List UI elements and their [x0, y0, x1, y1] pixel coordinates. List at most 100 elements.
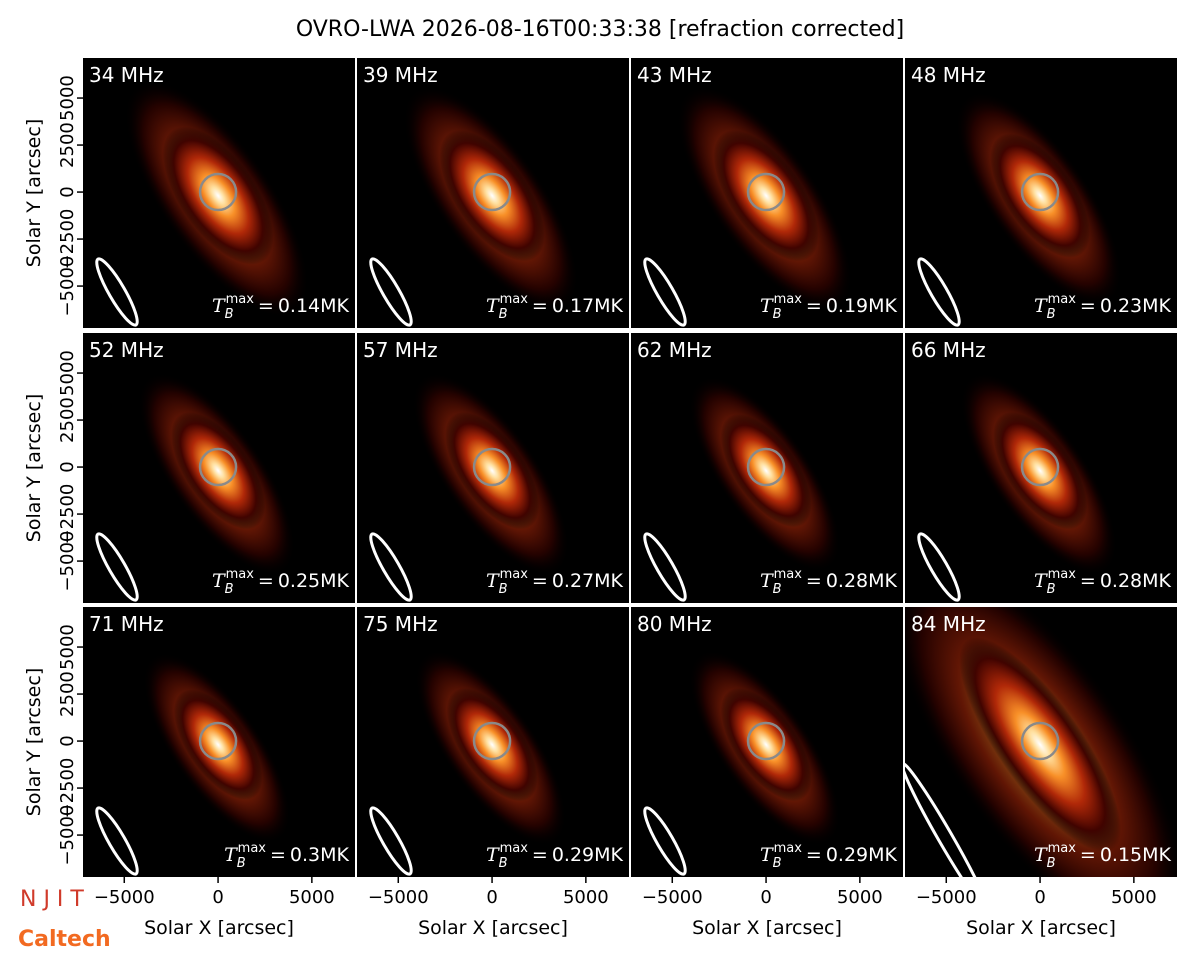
emission: [713, 130, 819, 262]
beam: [95, 806, 139, 876]
tb-label: TBmax = 0.25MK: [212, 567, 350, 597]
tb-label: TBmax = 0.28MK: [760, 567, 898, 597]
frequency-label: 84 MHz: [911, 612, 986, 636]
solar-disk: [198, 172, 238, 212]
tb-sub: B: [225, 582, 234, 597]
tb-label: TBmax = 0.15MK: [1034, 841, 1172, 871]
emission: [993, 411, 1088, 530]
tb-sup: max: [238, 841, 267, 856]
emission: [720, 414, 812, 528]
x-tick-label: 0: [1034, 887, 1045, 908]
image: [369, 372, 570, 602]
tb-sub: B: [1047, 856, 1056, 871]
tb-value: 0.28MK: [826, 570, 898, 592]
tb-eq: =: [806, 295, 822, 317]
tb-symbol: T: [760, 295, 774, 317]
tb-eq: =: [532, 570, 548, 592]
solar-disk: [746, 172, 786, 212]
tb-label: TBmax = 0.19MK: [760, 292, 898, 322]
emission: [720, 688, 812, 802]
image: [917, 91, 1122, 327]
tb-sub: B: [773, 856, 782, 871]
tb-symbol: T: [486, 295, 500, 317]
tb-label: TBmax = 0.14MK: [212, 292, 350, 322]
tb-sup: max: [774, 567, 803, 582]
solar-disk: [1020, 447, 1060, 487]
tb-value: 0.25MK: [278, 570, 350, 592]
x-tick-label: −5000: [368, 887, 429, 908]
y-tick-label: 5000: [57, 350, 78, 396]
y-tick-label: −2500: [57, 209, 78, 270]
beam: [369, 257, 413, 327]
beam: [95, 257, 139, 327]
tb-value: 0.3MK: [290, 844, 350, 866]
tb-symbol: T: [1034, 844, 1048, 866]
tb-value: 0.29MK: [826, 844, 898, 866]
tb-eq: =: [270, 844, 286, 866]
tb-value: 0.17MK: [552, 295, 624, 317]
y-tick-label: −5000: [57, 256, 78, 317]
tb-sup: max: [500, 567, 529, 582]
solar-disk: [1020, 721, 1060, 761]
tb-sup: max: [226, 292, 255, 307]
beam: [95, 532, 139, 602]
y-tick-label: 0: [57, 186, 78, 197]
tb-symbol: T: [486, 570, 500, 592]
x-axis-label: Solar X [arcsec]: [144, 917, 294, 939]
tb-eq: =: [806, 844, 822, 866]
y-axis-label: Solar Y [arcsec]: [23, 119, 45, 267]
x-tick-label: 0: [486, 887, 497, 908]
x-tick-label: 5000: [837, 887, 883, 908]
tb-label: TBmax = 0.27MK: [486, 567, 624, 597]
y-tick-label: −5000: [57, 531, 78, 592]
tb-value: 0.23MK: [1100, 295, 1172, 317]
tb-symbol: T: [486, 844, 500, 866]
tb-sup: max: [500, 841, 529, 856]
solar-disk: [1020, 172, 1060, 212]
tb-label: TBmax = 0.17MK: [486, 292, 624, 322]
panel: 52 MHz TBmax = 0.25MK: [83, 333, 355, 603]
solar-disk: [472, 172, 512, 212]
tb-value: 0.27MK: [552, 570, 624, 592]
panel: 84 MHz TBmax = 0.15MK: [905, 607, 1177, 877]
panel: 34 MHz TBmax = 0.14MK: [83, 58, 355, 328]
image: [369, 86, 579, 327]
tb-eq: =: [1080, 570, 1096, 592]
y-tick-label: −2500: [57, 758, 78, 819]
x-tick-label: 5000: [289, 887, 335, 908]
frequency-label: 43 MHz: [637, 63, 712, 87]
tb-symbol: T: [212, 570, 226, 592]
y-tick-label: −5000: [57, 805, 78, 866]
tb-value: 0.14MK: [278, 295, 350, 317]
y-tick-label: 0: [57, 735, 78, 746]
figure-title: OVRO-LWA 2026-08-16T00:33:38 [refraction…: [296, 17, 904, 42]
tb-value: 0.19MK: [826, 295, 898, 317]
tb-eq: =: [532, 844, 548, 866]
frequency-label: 52 MHz: [89, 338, 164, 362]
image: [917, 372, 1118, 602]
solar-disk: [746, 447, 786, 487]
solar-disk: [198, 447, 238, 487]
panel: 80 MHz TBmax = 0.29MK: [631, 607, 903, 877]
tb-eq: =: [532, 295, 548, 317]
frequency-label: 62 MHz: [637, 338, 712, 362]
image: [95, 80, 309, 327]
emission: [171, 411, 266, 530]
emission: [446, 688, 538, 802]
image: [369, 650, 567, 876]
y-tick-label: 5000: [57, 624, 78, 670]
logo-njit: N J I T: [20, 887, 84, 912]
image: [905, 607, 1177, 877]
logo-caltech: Caltech: [18, 927, 111, 952]
emission: [445, 411, 540, 530]
y-tick-label: 2500: [57, 122, 78, 168]
y-tick-label: 2500: [57, 671, 78, 717]
tb-symbol: T: [760, 570, 774, 592]
emission: [959, 637, 1122, 853]
tb-symbol: T: [224, 844, 238, 866]
tb-sub: B: [773, 307, 782, 322]
beam: [643, 257, 687, 327]
tb-sub: B: [225, 307, 234, 322]
emission: [173, 689, 263, 800]
tb-sub: B: [1047, 582, 1056, 597]
